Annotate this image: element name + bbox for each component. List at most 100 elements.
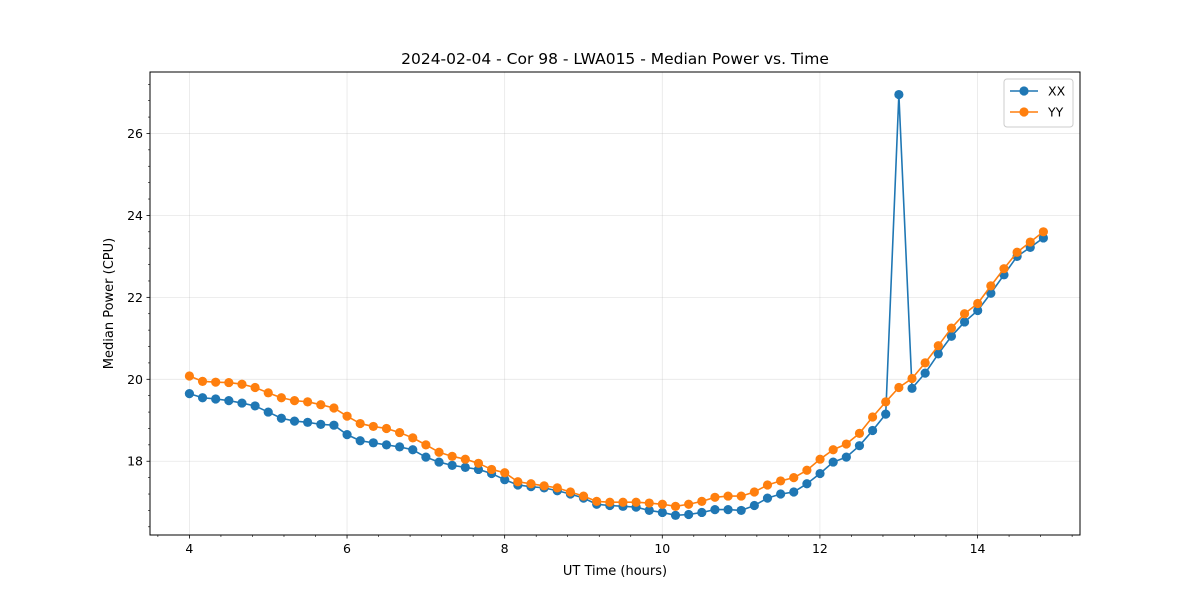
data-point-xx bbox=[867, 425, 878, 436]
data-point-yy bbox=[526, 479, 536, 489]
data-point-xx bbox=[434, 457, 444, 467]
data-point-yy bbox=[408, 433, 418, 443]
data-point-xx bbox=[197, 393, 208, 403]
y-tick-label: 24 bbox=[127, 208, 143, 223]
data-point-yy bbox=[815, 454, 825, 464]
data-point-xx bbox=[815, 468, 825, 479]
x-tick-label: 12 bbox=[812, 541, 828, 556]
data-point-yy bbox=[894, 382, 904, 393]
data-point-yy bbox=[329, 403, 339, 413]
data-point-xx bbox=[697, 507, 707, 518]
data-point-yy bbox=[920, 358, 930, 368]
data-point-yy bbox=[697, 496, 707, 506]
data-point-xx bbox=[907, 383, 917, 393]
data-point-xx bbox=[395, 442, 405, 452]
data-point-xx bbox=[342, 430, 352, 440]
data-point-yy bbox=[1012, 247, 1022, 257]
x-tick-label: 14 bbox=[970, 541, 986, 556]
data-point-xx bbox=[776, 489, 786, 499]
data-point-yy bbox=[250, 382, 260, 393]
data-point-xx bbox=[841, 452, 851, 462]
data-point-xx bbox=[184, 389, 195, 399]
data-point-xx bbox=[986, 288, 996, 298]
data-point-yy bbox=[841, 439, 851, 449]
data-point-xx bbox=[828, 457, 838, 467]
data-point-yy bbox=[605, 497, 615, 507]
data-point-yy bbox=[657, 499, 667, 509]
x-tick-label: 6 bbox=[343, 541, 351, 556]
data-point-xx bbox=[381, 440, 392, 450]
x-axis-label: UT Time (hours) bbox=[563, 564, 667, 579]
legend-marker-xx bbox=[1019, 86, 1029, 96]
data-point-yy bbox=[1025, 237, 1035, 247]
data-point-yy bbox=[684, 499, 694, 509]
data-point-xx bbox=[854, 441, 865, 451]
data-point-xx bbox=[263, 407, 273, 417]
data-point-yy bbox=[710, 492, 720, 502]
data-point-xx bbox=[250, 401, 260, 411]
data-point-yy bbox=[592, 496, 602, 506]
data-point-yy bbox=[303, 397, 313, 407]
x-tick-label: 8 bbox=[501, 541, 509, 556]
data-point-yy bbox=[618, 497, 628, 507]
data-point-yy bbox=[539, 481, 549, 491]
legend: XX YY bbox=[1003, 78, 1074, 128]
data-point-yy bbox=[907, 373, 917, 384]
data-point-xx bbox=[408, 445, 418, 455]
data-point-yy bbox=[434, 447, 444, 457]
data-point-xx bbox=[710, 505, 720, 515]
data-point-yy bbox=[631, 497, 641, 507]
data-point-yy bbox=[762, 480, 773, 490]
data-point-yy bbox=[342, 411, 352, 421]
y-tick-label: 18 bbox=[127, 454, 143, 469]
data-point-xx bbox=[920, 368, 930, 378]
data-point-yy bbox=[644, 498, 654, 508]
data-point-yy bbox=[946, 323, 957, 333]
data-point-xx bbox=[933, 349, 943, 359]
y-tick-label: 26 bbox=[127, 126, 143, 141]
data-point-yy bbox=[723, 491, 733, 501]
data-point-yy bbox=[789, 473, 799, 483]
x-tick-label: 10 bbox=[654, 541, 670, 556]
data-point-yy bbox=[552, 483, 562, 493]
data-point-yy bbox=[959, 309, 970, 319]
data-point-yy bbox=[749, 487, 759, 497]
data-point-yy bbox=[381, 423, 392, 434]
data-point-yy bbox=[736, 491, 746, 501]
data-point-xx bbox=[684, 509, 694, 520]
data-point-xx bbox=[670, 510, 681, 520]
data-point-yy bbox=[578, 491, 589, 501]
data-point-yy bbox=[486, 464, 497, 475]
data-point-xx bbox=[447, 460, 457, 470]
data-point-xx bbox=[421, 452, 431, 462]
data-point-yy bbox=[224, 377, 234, 388]
data-point-xx bbox=[789, 487, 799, 497]
data-point-yy bbox=[881, 397, 891, 407]
chart-title: 2024-02-04 - Cor 98 - LWA015 - Median Po… bbox=[401, 50, 829, 68]
data-point-yy bbox=[421, 440, 431, 450]
y-tick-label: 20 bbox=[127, 372, 143, 387]
data-point-yy bbox=[500, 468, 510, 478]
data-point-yy bbox=[211, 377, 221, 387]
data-point-yy bbox=[828, 445, 838, 455]
data-point-xx bbox=[368, 438, 378, 448]
grid bbox=[150, 72, 1080, 535]
data-point-yy bbox=[316, 400, 326, 410]
data-point-yy bbox=[802, 465, 812, 475]
data-point-xx bbox=[329, 420, 339, 430]
plot-frame bbox=[149, 71, 1081, 536]
data-point-yy bbox=[447, 451, 457, 461]
data-point-xx bbox=[973, 305, 983, 316]
legend-label-xx: XX bbox=[1048, 84, 1066, 99]
data-point-yy bbox=[513, 477, 523, 487]
data-point-xx bbox=[894, 89, 904, 100]
data-point-yy bbox=[395, 427, 405, 438]
data-point-yy bbox=[237, 379, 247, 389]
data-point-yy bbox=[460, 454, 470, 464]
data-point-yy bbox=[276, 393, 286, 403]
legend-marker-yy bbox=[1019, 107, 1029, 117]
data-point-xx bbox=[657, 507, 667, 518]
data-point-xx bbox=[316, 419, 326, 429]
data-point-xx bbox=[723, 505, 733, 515]
